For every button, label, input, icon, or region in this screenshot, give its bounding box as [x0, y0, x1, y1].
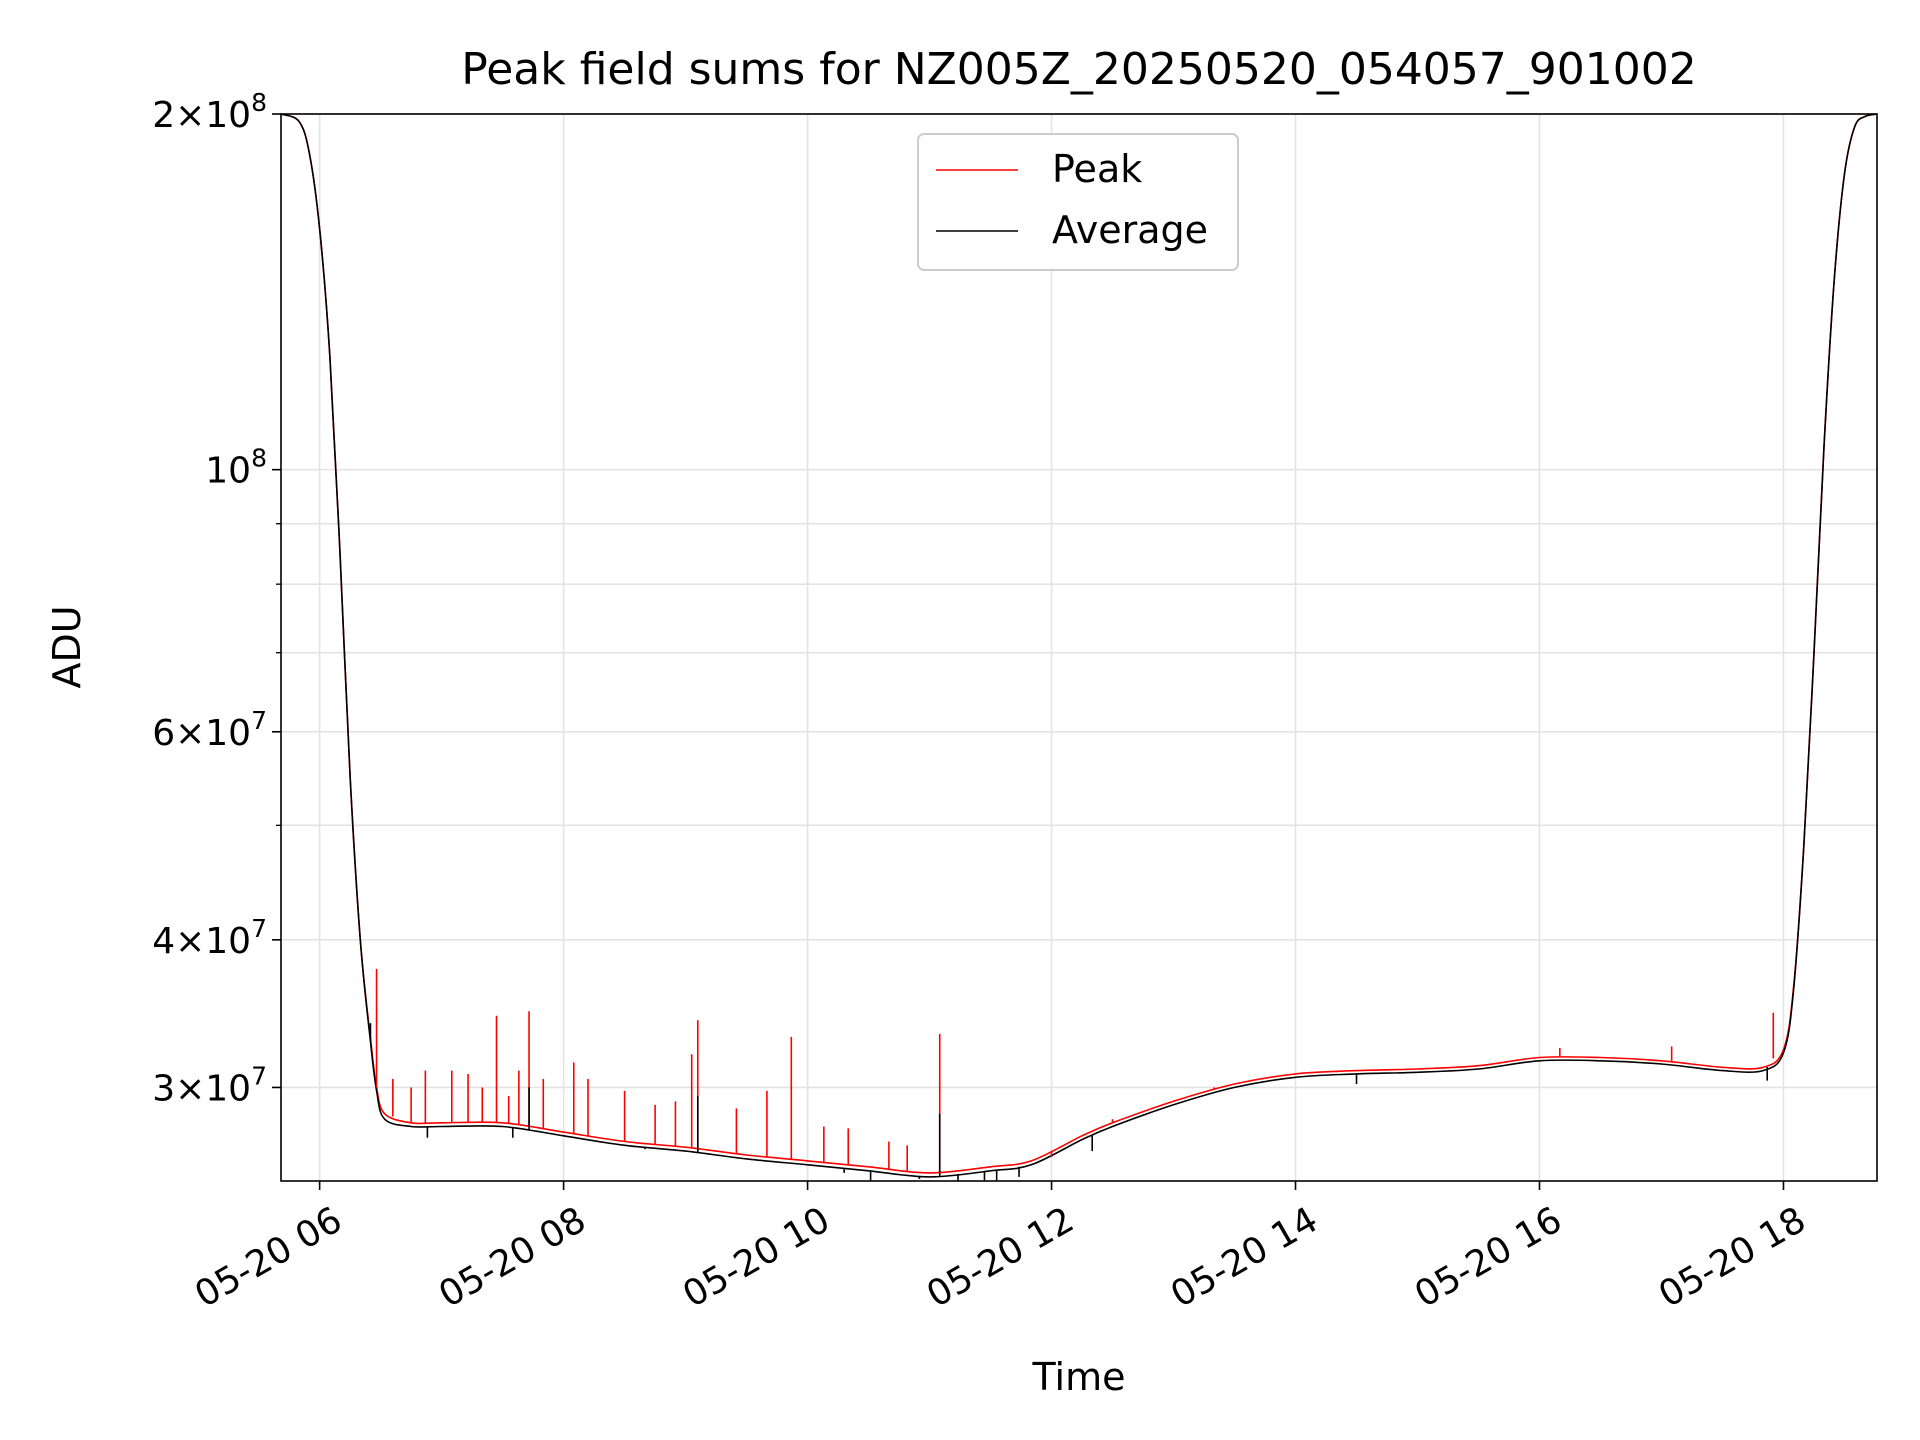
series-layer	[280, 113, 1878, 1181]
series-line-average	[280, 113, 1878, 1178]
chart-title: Peak field sums for NZ005Z_20250520_0540…	[461, 44, 1697, 95]
legend: Peak Average	[917, 133, 1239, 271]
legend-label-average: Average	[1052, 208, 1208, 252]
x-tick-label: 05-20 08	[432, 1199, 593, 1315]
y-tick-label: 2×108	[152, 88, 267, 136]
x-tick-label: 05-20 10	[676, 1199, 837, 1315]
y-tick-label: 4×107	[152, 914, 267, 962]
x-tick-label: 05-20 18	[1652, 1199, 1813, 1315]
x-tick-label: 05-20 14	[1164, 1199, 1325, 1315]
y-tick-label: 3×107	[152, 1061, 267, 1109]
plot-frame	[280, 113, 1878, 1182]
y-axis: 3×107 4×107 6×107 108 2×108	[152, 88, 281, 1109]
legend-box	[917, 133, 1239, 271]
x-axis-label: Time	[1032, 1355, 1126, 1399]
x-tick-label: 05-20 06	[188, 1199, 349, 1315]
x-tick-label: 05-20 12	[920, 1199, 1081, 1315]
plot-background	[281, 114, 1877, 1181]
y-axis-label: ADU	[45, 605, 89, 688]
y-tick-label: 108	[205, 444, 267, 492]
legend-label-peak: Peak	[1052, 147, 1142, 191]
x-tick-label: 05-20 16	[1408, 1199, 1569, 1315]
y-tick-label: 6×107	[152, 706, 267, 754]
x-axis: 05-20 06 05-20 08 05-20 10 05-20 12 05-20 14…	[188, 1181, 1813, 1316]
